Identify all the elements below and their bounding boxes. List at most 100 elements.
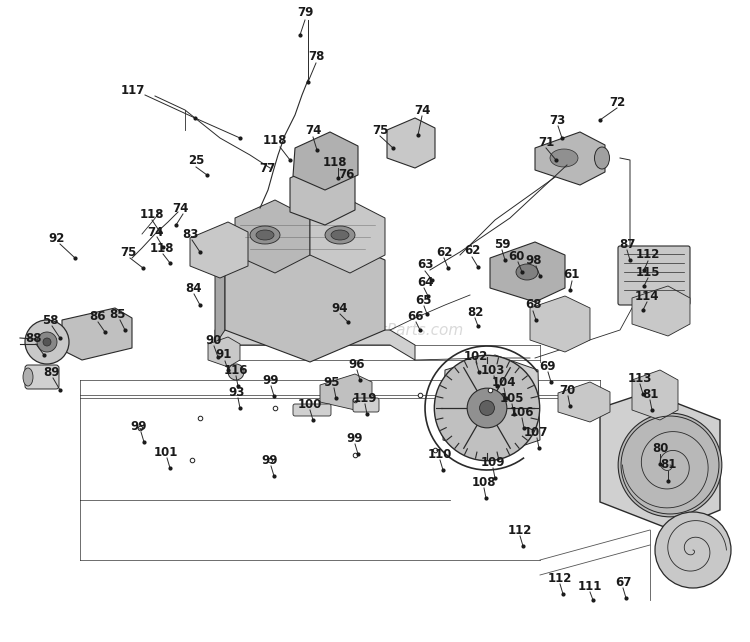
Polygon shape <box>320 374 372 410</box>
Ellipse shape <box>23 368 33 386</box>
Text: 75: 75 <box>120 245 136 259</box>
Text: 66: 66 <box>406 309 423 322</box>
Text: ReplacementParts.com: ReplacementParts.com <box>286 322 464 338</box>
Text: 115: 115 <box>636 266 660 279</box>
Text: 81: 81 <box>642 388 658 401</box>
FancyBboxPatch shape <box>353 398 379 412</box>
Polygon shape <box>387 118 435 168</box>
Text: 103: 103 <box>481 363 506 376</box>
Text: 58: 58 <box>42 313 58 327</box>
Text: 76: 76 <box>338 168 354 182</box>
Polygon shape <box>310 200 385 273</box>
Text: 74: 74 <box>304 123 321 137</box>
Text: 60: 60 <box>508 250 524 263</box>
Text: 112: 112 <box>508 523 532 537</box>
Text: 92: 92 <box>49 232 65 245</box>
Text: 86: 86 <box>88 309 105 322</box>
Ellipse shape <box>516 264 538 280</box>
Text: 67: 67 <box>615 575 632 589</box>
Circle shape <box>37 332 57 352</box>
Text: 73: 73 <box>549 114 566 126</box>
Text: 72: 72 <box>609 96 625 110</box>
Text: 81: 81 <box>660 458 676 471</box>
Text: 113: 113 <box>628 372 652 385</box>
Text: 119: 119 <box>352 392 377 404</box>
Text: 25: 25 <box>188 153 204 166</box>
Text: 77: 77 <box>259 162 275 175</box>
Text: 68: 68 <box>525 299 542 311</box>
Text: 98: 98 <box>526 254 542 266</box>
Text: 87: 87 <box>619 238 635 252</box>
Polygon shape <box>208 337 240 367</box>
Text: 65: 65 <box>416 293 432 306</box>
Text: 62: 62 <box>464 245 480 257</box>
Text: 90: 90 <box>206 333 222 347</box>
Ellipse shape <box>550 149 578 167</box>
Text: 105: 105 <box>500 392 524 404</box>
Text: 82: 82 <box>466 306 483 318</box>
Circle shape <box>618 413 722 517</box>
Text: 99: 99 <box>346 431 363 444</box>
Polygon shape <box>215 330 415 360</box>
Polygon shape <box>530 296 590 352</box>
Text: 104: 104 <box>492 376 516 388</box>
Text: 110: 110 <box>427 447 452 460</box>
Text: 112: 112 <box>636 248 660 261</box>
Ellipse shape <box>256 230 274 240</box>
Text: 91: 91 <box>216 349 232 361</box>
Text: 74: 74 <box>147 225 164 238</box>
Text: 74: 74 <box>172 202 188 214</box>
Text: 88: 88 <box>26 331 42 345</box>
Polygon shape <box>215 260 225 345</box>
Circle shape <box>25 320 69 364</box>
Ellipse shape <box>595 147 610 169</box>
Ellipse shape <box>325 226 355 244</box>
Text: 116: 116 <box>224 363 248 376</box>
Text: 74: 74 <box>414 103 430 116</box>
Polygon shape <box>225 228 385 362</box>
Text: 99: 99 <box>262 374 279 386</box>
Text: 83: 83 <box>182 229 198 241</box>
Polygon shape <box>558 382 610 422</box>
Text: 64: 64 <box>417 275 434 288</box>
Text: 93: 93 <box>229 385 245 399</box>
Text: 96: 96 <box>349 358 365 370</box>
Text: 114: 114 <box>634 290 659 302</box>
Text: 106: 106 <box>510 406 534 419</box>
FancyBboxPatch shape <box>618 246 690 305</box>
Ellipse shape <box>250 226 280 244</box>
Polygon shape <box>535 132 605 185</box>
Text: 99: 99 <box>130 419 147 433</box>
Circle shape <box>434 355 540 461</box>
Polygon shape <box>290 162 355 225</box>
Text: 118: 118 <box>262 134 287 146</box>
Circle shape <box>467 388 507 428</box>
Text: 70: 70 <box>559 383 575 397</box>
Text: 107: 107 <box>524 426 548 438</box>
Polygon shape <box>293 132 358 190</box>
FancyBboxPatch shape <box>293 404 331 416</box>
Text: 95: 95 <box>324 376 340 388</box>
Text: 71: 71 <box>538 135 554 148</box>
Text: 111: 111 <box>578 580 602 593</box>
Circle shape <box>228 364 244 380</box>
Text: 78: 78 <box>308 49 324 62</box>
Text: 59: 59 <box>494 238 510 250</box>
Text: 61: 61 <box>562 268 579 281</box>
Text: 75: 75 <box>372 123 388 137</box>
Polygon shape <box>490 242 565 302</box>
Text: 102: 102 <box>464 349 488 363</box>
Text: 101: 101 <box>154 446 178 458</box>
Circle shape <box>479 401 494 415</box>
Text: 62: 62 <box>436 245 452 259</box>
Polygon shape <box>632 370 678 420</box>
Text: 85: 85 <box>110 308 126 320</box>
Text: 118: 118 <box>150 241 174 254</box>
Polygon shape <box>600 392 720 530</box>
Polygon shape <box>190 222 248 278</box>
Text: 100: 100 <box>298 397 322 410</box>
Polygon shape <box>443 355 540 455</box>
Text: 80: 80 <box>652 442 668 455</box>
Text: 117: 117 <box>121 83 146 96</box>
Text: 108: 108 <box>472 476 496 489</box>
